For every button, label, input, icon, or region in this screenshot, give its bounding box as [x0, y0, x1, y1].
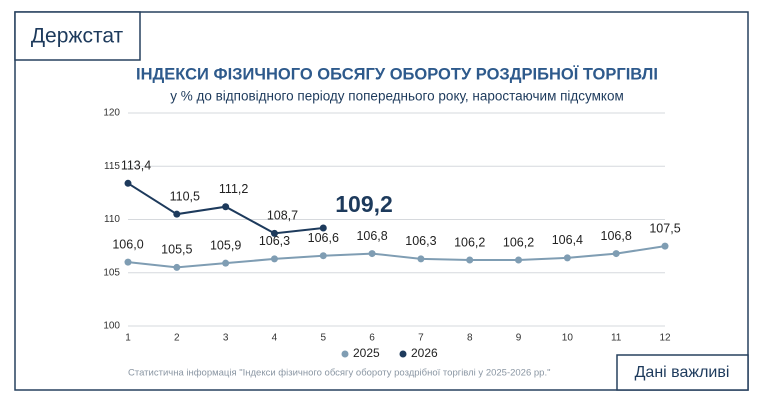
point: [466, 256, 474, 264]
data-label: 107,5: [649, 221, 680, 235]
x-tick-label: 8: [467, 333, 473, 344]
legend-label: 2026: [411, 346, 438, 360]
point: [222, 203, 230, 211]
point: [563, 254, 571, 262]
point: [368, 250, 376, 258]
source: Статистична інформація "Індекси фізичног…: [128, 368, 550, 379]
brand-box: [14, 11, 141, 61]
point: [270, 229, 278, 237]
point: [661, 242, 669, 250]
point: [124, 179, 132, 187]
point: [319, 224, 327, 232]
point: [515, 256, 523, 264]
brand: Держстат: [31, 25, 124, 48]
data-label: 111,2: [219, 182, 248, 196]
x-tick-label: 12: [659, 333, 671, 344]
point: [417, 255, 425, 263]
point: [612, 250, 620, 258]
data-label: 105,9: [210, 238, 241, 252]
series-line: [127, 245, 666, 269]
legend-marker: [341, 350, 349, 358]
y-tick-label: 110: [104, 214, 120, 225]
chart-title: ІНДЕКСИ ФІЗИЧНОГО ОБСЯГУ ОБОРОТУ РОЗДРІБ…: [136, 65, 658, 83]
y-tick-label: 100: [103, 321, 120, 332]
badge-box: [616, 354, 749, 391]
x-tick-label: 1: [125, 333, 131, 344]
legend-label: 2025: [353, 346, 380, 360]
data-label: 106,8: [356, 229, 387, 243]
point: [173, 263, 181, 271]
data-label: 106,8: [601, 229, 632, 243]
point: [222, 259, 230, 267]
data-label: 106,4: [552, 233, 583, 247]
x-tick-label: 7: [418, 333, 424, 344]
data-label: 106,2: [454, 235, 485, 249]
data-label: 106,2: [503, 235, 534, 249]
data-label: 110,5: [170, 189, 200, 203]
data-label: 108,7: [267, 209, 298, 223]
data-label: 109,2: [335, 191, 393, 217]
point: [319, 252, 327, 260]
data-label: 106,3: [259, 234, 290, 248]
legend-marker: [399, 350, 407, 358]
y-tick-label: 120: [103, 108, 120, 119]
data-label: 106,6: [308, 231, 339, 245]
point: [270, 255, 278, 263]
point: [124, 258, 132, 266]
x-tick-label: 3: [223, 333, 229, 344]
x-tick-label: 9: [516, 333, 522, 344]
x-tick-label: 2: [174, 333, 180, 344]
frame: [14, 11, 749, 391]
x-tick-label: 4: [272, 333, 278, 344]
data-label: 105,5: [161, 243, 192, 257]
x-tick-label: 11: [611, 333, 622, 344]
badge: Дані важливі: [635, 364, 730, 381]
x-tick-label: 6: [369, 333, 375, 344]
x-tick-label: 5: [320, 333, 326, 344]
point: [173, 210, 181, 218]
data-label: 106,3: [405, 234, 436, 248]
chart-subtitle: у % до відповідного періоду попереднього…: [170, 89, 624, 104]
data-label: 106,0: [112, 237, 143, 251]
data-label: 113,4: [121, 159, 151, 173]
x-tick-label: 10: [562, 333, 574, 344]
y-tick-label: 105: [103, 267, 120, 278]
y-tick-label: 115: [104, 161, 120, 172]
